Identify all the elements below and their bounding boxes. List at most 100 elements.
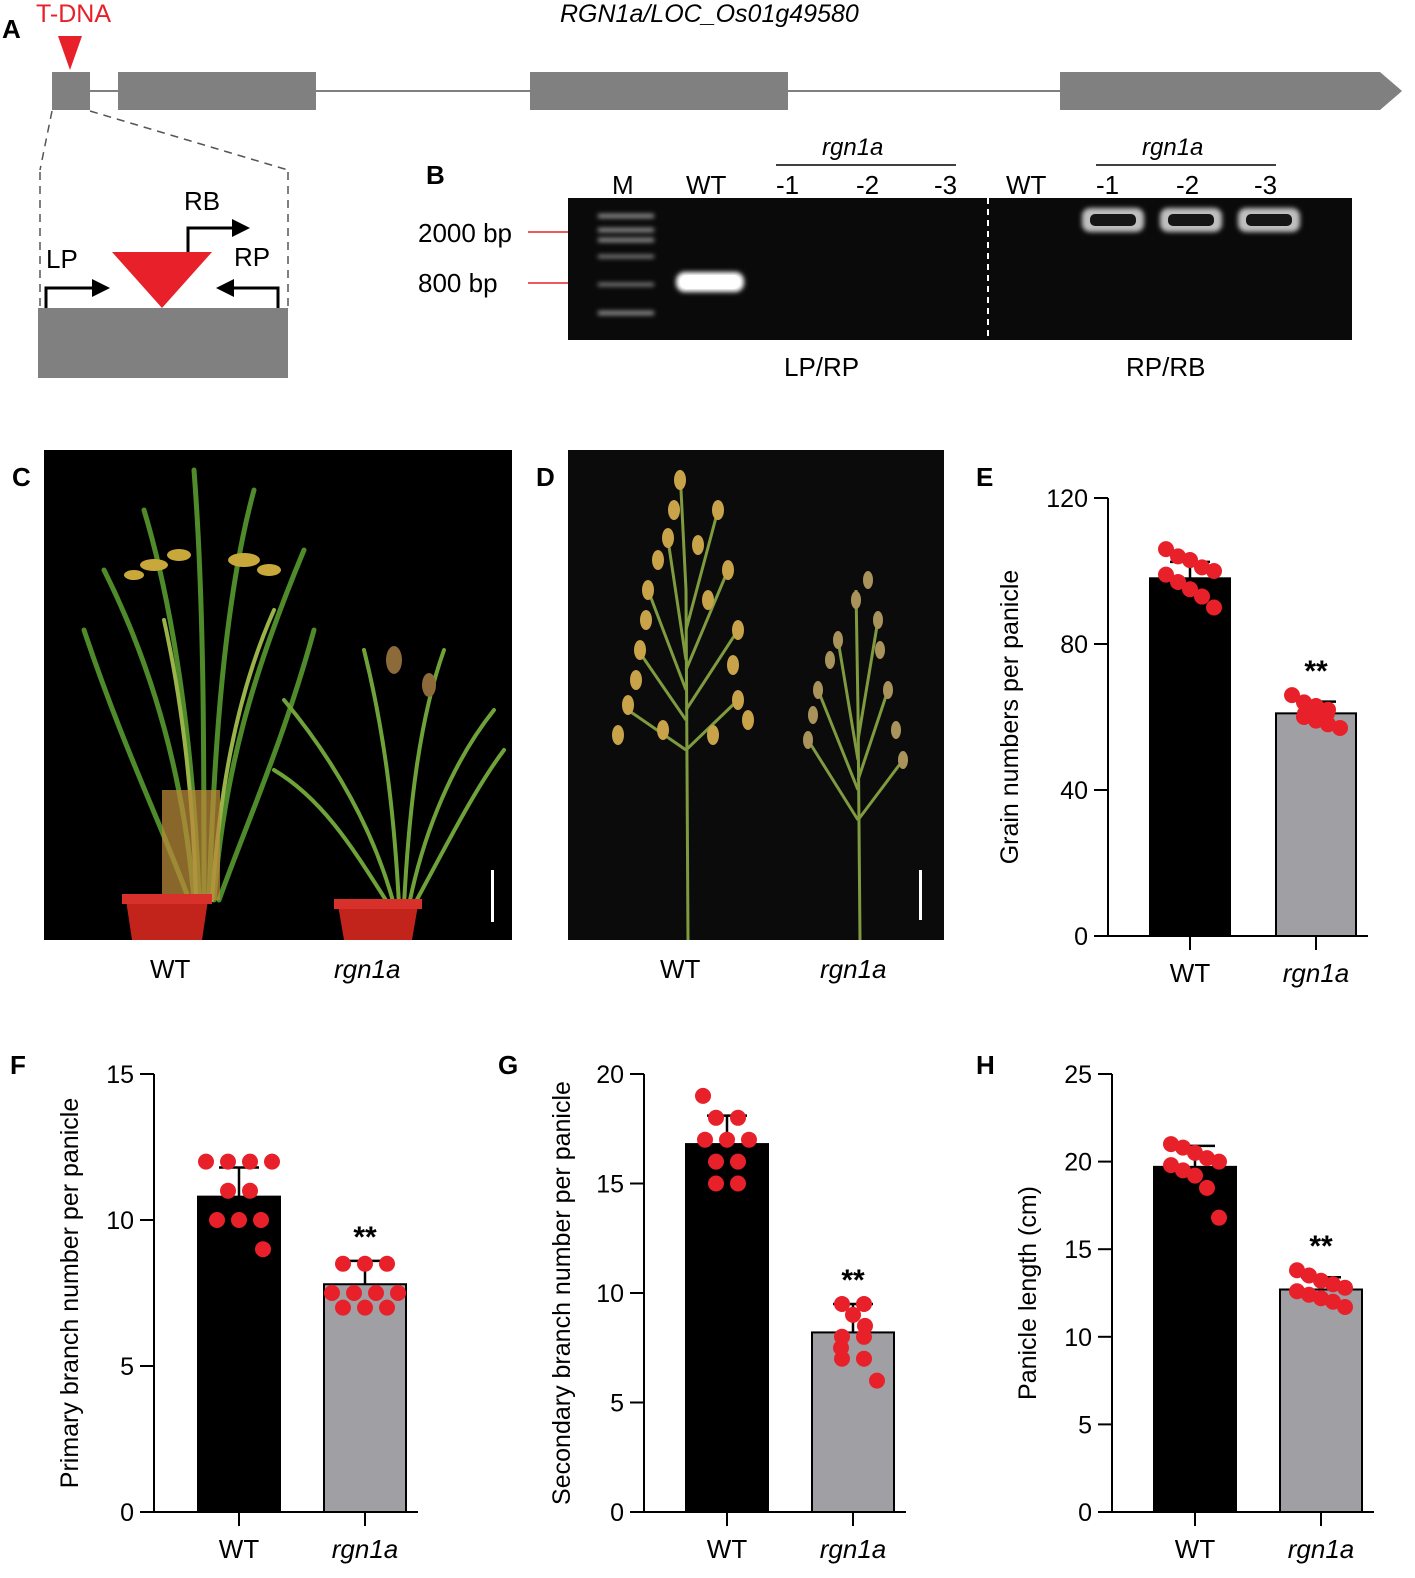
data-point: [253, 1212, 269, 1228]
lp-arrow: [44, 286, 96, 308]
marker-2000-label: 2000 bp: [418, 218, 512, 248]
panel-label-f: F: [10, 1050, 26, 1080]
gel-group-underlines: [776, 164, 1276, 166]
data-point: [1170, 573, 1186, 590]
y-tick-label: 120: [1046, 485, 1088, 513]
bar-wt: [685, 1143, 769, 1514]
data-point: [1211, 1153, 1227, 1170]
y-tick-label: 20: [1064, 1149, 1092, 1177]
tdna-zoom-triangle: [112, 252, 212, 308]
data-point: [1199, 1150, 1215, 1167]
y-tick-label: 10: [1064, 1324, 1092, 1352]
primer-pair-1-label: LP/RP: [784, 352, 860, 382]
x-tick-label: rgn1a: [1283, 958, 1350, 988]
bar-mutant: [1275, 712, 1357, 937]
panel-label-a: A: [2, 14, 21, 44]
marker-800-label: 800 bp: [418, 268, 498, 298]
exon-4-arrow: [1060, 72, 1402, 110]
panel-label-h: H: [976, 1050, 995, 1080]
chart-primary-branch: 0 5 10 15 Primary branch number per panicle W…: [56, 1061, 418, 1564]
exon-1-zoom: [38, 308, 288, 378]
panel-label-d: D: [536, 462, 555, 492]
data-point: [1170, 548, 1186, 565]
data-point: [1313, 1272, 1329, 1289]
data-point: [730, 1153, 746, 1170]
data-point: [1158, 566, 1174, 583]
data-point: [1175, 1139, 1191, 1156]
gene-structure-diagram: [38, 36, 1402, 378]
y-tick-label: 0: [120, 1499, 134, 1527]
exon-3: [530, 72, 788, 110]
data-point: [1158, 541, 1174, 558]
data-point: [1289, 1262, 1305, 1279]
chart-grain-numbers: 0 40 80 120 Grain numbers per panicle WT rgn1a…: [996, 485, 1368, 988]
data-point: [220, 1153, 236, 1170]
data-point: [1332, 719, 1348, 736]
data-point: [324, 1285, 340, 1301]
wt-pot: [126, 900, 208, 940]
panel-label-b: B: [426, 160, 445, 190]
y-tick-label: 5: [120, 1353, 134, 1381]
data-point: [708, 1175, 724, 1192]
data-point: [255, 1241, 271, 1258]
mutant-pot: [338, 905, 418, 940]
mutant-panicle-stems: [806, 589, 905, 940]
y-tick-label: 10: [106, 1207, 134, 1235]
data-point: [242, 1182, 258, 1199]
y-tick-label: 5: [1078, 1411, 1092, 1439]
x-tick-label: WT: [707, 1534, 748, 1564]
data-point: [1284, 687, 1300, 704]
photo-c-mut-label: rgn1a: [334, 954, 401, 984]
data-point: [856, 1350, 872, 1367]
data-point: [335, 1255, 351, 1272]
y-tick-label: 10: [596, 1280, 624, 1308]
significance-marker: **: [841, 1264, 865, 1297]
data-point: [1320, 716, 1336, 733]
data-point: [1194, 588, 1210, 605]
gel-image: [528, 198, 1352, 340]
y-tick-label: 25: [1064, 1061, 1092, 1089]
data-point: [845, 1306, 861, 1323]
y-tick-label: 0: [1078, 1499, 1092, 1527]
data-point: [198, 1153, 214, 1170]
x-tick-label: rgn1a: [1288, 1534, 1355, 1564]
y-tick-label: 15: [596, 1171, 624, 1199]
gene-title: RGN1a/LOC_Os01g49580: [560, 0, 859, 28]
y-axis-label: Panicle length (cm): [1014, 1186, 1042, 1400]
primer-rb-label: RB: [184, 186, 221, 216]
data-point: [1289, 1283, 1305, 1300]
data-point: [1175, 1162, 1191, 1179]
data-point: [1337, 1299, 1353, 1316]
data-point: [1301, 1286, 1317, 1303]
exon-1: [52, 72, 90, 110]
data-point: [708, 1109, 724, 1126]
scale-bar-c: [491, 870, 494, 922]
scale-bar-d: [919, 870, 922, 920]
gel-group-2-label: rgn1a: [1142, 134, 1204, 161]
y-tick-label: 0: [1074, 923, 1088, 951]
data-point: [719, 1131, 735, 1148]
wt-panicles: [124, 549, 281, 580]
data-point: [730, 1175, 746, 1192]
y-tick-label: 15: [106, 1061, 134, 1089]
rb-arrow: [186, 226, 236, 252]
wt-panicle-stems: [627, 469, 740, 940]
data-point: [697, 1131, 713, 1148]
whole-plant-photo: [44, 450, 512, 940]
rp-arrow: [230, 286, 280, 308]
data-point: [220, 1182, 236, 1199]
mutant-panicles: [386, 646, 436, 697]
data-point: [390, 1285, 406, 1301]
data-point: [357, 1299, 373, 1316]
data-point: [242, 1153, 258, 1170]
data-point: [1194, 559, 1210, 576]
mutant-grains: [803, 571, 908, 769]
data-point: [379, 1299, 395, 1316]
data-point: [335, 1299, 351, 1316]
lane-wt-1-label: WT: [686, 170, 727, 200]
data-point: [1325, 1293, 1341, 1310]
significance-marker: **: [1304, 655, 1328, 688]
data-point: [869, 1372, 885, 1389]
data-point: [1182, 552, 1198, 569]
data-point: [1163, 1136, 1179, 1153]
